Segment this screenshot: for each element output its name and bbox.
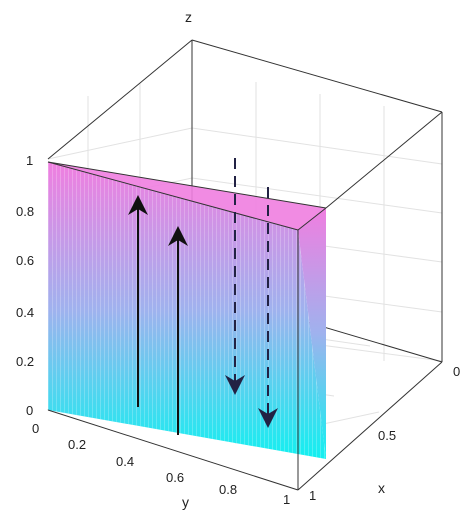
z-tick-label: 0: [26, 403, 33, 418]
z-tick-label: 0.4: [16, 305, 34, 320]
z-axis-label: z: [185, 9, 192, 25]
y-tick-label: 0: [32, 421, 39, 436]
z-tick-label: 0.8: [16, 204, 34, 219]
x-tick-label: 0.5: [378, 428, 396, 443]
z-tick-label: 1: [26, 153, 33, 168]
y-tick-label: 0.6: [166, 470, 184, 485]
y-tick-label: 0.8: [219, 482, 237, 497]
surface-plane: [48, 162, 326, 459]
y-tick-label: 0.4: [116, 454, 134, 469]
y-axis-label: y: [182, 494, 189, 510]
y-ticks: 0 0.2 0.4 0.6 0.8 1: [32, 421, 290, 507]
x-axis-label: x: [378, 480, 385, 496]
front-box-edges: [47, 111, 443, 491]
x-tick-label: 0: [453, 364, 460, 379]
x-ticks: 0 0.5 1: [309, 364, 460, 503]
x-tick-label: 1: [309, 488, 316, 503]
z-tick-label: 0.6: [16, 253, 34, 268]
z-tick-label: 0.2: [16, 354, 34, 369]
flow-arrows: [128, 158, 278, 435]
y-tick-label: 0.2: [68, 437, 86, 452]
y-tick-label: 1: [283, 492, 290, 507]
z-ticks: 0 0.2 0.4 0.6 0.8 1: [16, 153, 34, 418]
